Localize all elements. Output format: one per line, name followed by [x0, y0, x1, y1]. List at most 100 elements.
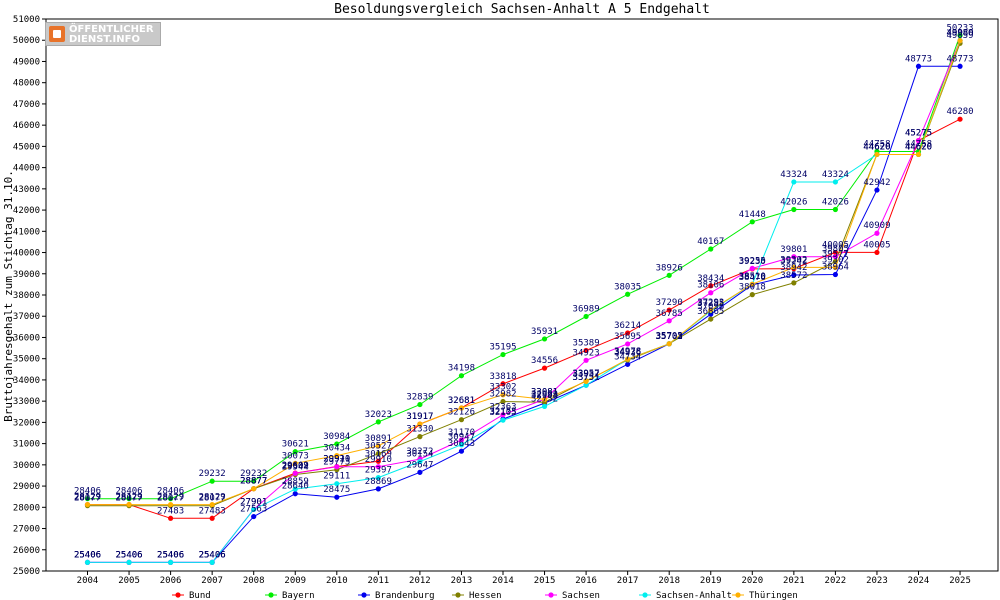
data-point — [541, 396, 548, 403]
y-tick-label: 47000 — [13, 100, 40, 110]
data-point — [749, 292, 755, 298]
data-label: 38964 — [822, 263, 849, 273]
data-point — [541, 403, 548, 410]
data-point — [334, 453, 340, 459]
data-point — [874, 187, 880, 193]
x-tick-label: 2023 — [866, 576, 888, 586]
y-tick-label: 38000 — [13, 291, 40, 301]
x-tick-label: 2017 — [617, 576, 639, 586]
data-label: 30947 — [448, 433, 475, 443]
data-label: 30073 — [282, 451, 309, 461]
data-label: 31917 — [406, 412, 433, 422]
data-point — [209, 559, 215, 565]
data-point — [500, 412, 506, 418]
data-point — [583, 357, 589, 363]
data-label: 36214 — [614, 321, 641, 331]
legend-marker — [361, 592, 367, 598]
data-label: 34556 — [531, 356, 558, 366]
x-tick-label: 2018 — [658, 576, 680, 586]
data-label: 35703 — [656, 332, 683, 342]
data-label: 39801 — [780, 245, 807, 255]
data-point — [417, 434, 423, 440]
data-label: 28877 — [240, 477, 267, 487]
x-tick-label: 2021 — [783, 576, 805, 586]
legend-label: Hessen — [469, 591, 502, 600]
y-tick-label: 39000 — [13, 270, 40, 280]
x-tick-label: 2012 — [409, 576, 431, 586]
data-label: 38510 — [739, 272, 766, 282]
legend-label: Brandenburg — [375, 591, 435, 600]
y-tick-label: 42000 — [13, 206, 40, 216]
data-point — [625, 361, 631, 367]
legend-marker — [268, 592, 274, 598]
data-point — [251, 478, 257, 484]
y-tick-label: 49000 — [13, 57, 40, 67]
y-axis: 25000 26000 27000 28000 29000 30000 31000 32000… — [13, 15, 46, 577]
x-tick-label: 2010 — [326, 576, 348, 586]
y-tick-label: 34000 — [13, 376, 40, 386]
data-label: 34978 — [614, 347, 641, 357]
x-tick-label: 2024 — [908, 576, 930, 586]
data-label: 25406 — [116, 550, 143, 560]
data-point — [334, 441, 340, 447]
data-point — [209, 515, 215, 521]
data-label: 28406 — [116, 487, 143, 497]
data-point — [84, 496, 91, 502]
data-point — [417, 421, 423, 427]
data-point — [209, 501, 215, 508]
data-label: 28077 — [157, 494, 184, 504]
data-point — [375, 475, 381, 481]
data-label: 44620 — [863, 142, 890, 152]
data-label: 48773 — [905, 54, 932, 64]
legend-item: Thüringen — [732, 591, 798, 600]
data-label: 33751 — [573, 373, 600, 383]
data-label: 28877 — [240, 477, 267, 487]
data-label: 43324 — [822, 170, 849, 180]
data-label: 28077 — [74, 494, 101, 504]
data-point — [625, 341, 631, 347]
x-tick-label: 2011 — [368, 576, 390, 586]
data-point — [84, 559, 91, 565]
data-label: 28129 — [74, 493, 101, 503]
data-point — [708, 283, 714, 289]
data-label: 48773 — [947, 54, 974, 64]
data-label: 35195 — [489, 343, 516, 353]
data-point — [292, 449, 298, 455]
data-point — [334, 464, 340, 470]
data-point — [458, 437, 465, 443]
data-point — [832, 271, 839, 278]
data-point — [583, 382, 589, 388]
data-label: 38106 — [697, 281, 724, 291]
data-label: 38018 — [739, 283, 766, 293]
series-line — [87, 118, 961, 519]
data-point — [749, 219, 755, 225]
data-point — [915, 151, 922, 158]
legend-label: Sachsen-Anhalt — [656, 591, 732, 600]
y-tick-label: 45000 — [13, 142, 40, 152]
data-point — [625, 291, 631, 297]
legend-item: Hessen — [452, 591, 502, 600]
series-labels: 25406 25406 25406 25406 27901 29602 29911 29910… — [74, 29, 974, 561]
data-label: 32839 — [406, 393, 433, 403]
data-label: 32153 — [489, 407, 516, 417]
data-label: 25406 — [116, 550, 143, 560]
data-point — [500, 398, 506, 405]
chart-title: Besoldungsvergleich Sachsen-Anhalt A 5 E… — [334, 2, 710, 17]
data-point — [251, 486, 257, 492]
data-label: 30984 — [323, 432, 350, 442]
data-point — [708, 290, 714, 296]
data-point — [168, 496, 174, 502]
data-label: 30434 — [323, 444, 350, 454]
x-tick-label: 2005 — [118, 576, 140, 586]
data-point — [500, 417, 506, 423]
data-label: 25406 — [157, 550, 184, 560]
x-tick-label: 2020 — [741, 576, 763, 586]
data-point — [832, 179, 839, 185]
data-label: 44620 — [863, 142, 890, 152]
legend-item: Sachsen — [545, 591, 600, 600]
data-point — [84, 501, 91, 508]
data-label: 38476 — [739, 273, 766, 283]
data-point — [458, 373, 465, 379]
data-label: 29602 — [282, 461, 309, 471]
data-point — [334, 494, 340, 500]
